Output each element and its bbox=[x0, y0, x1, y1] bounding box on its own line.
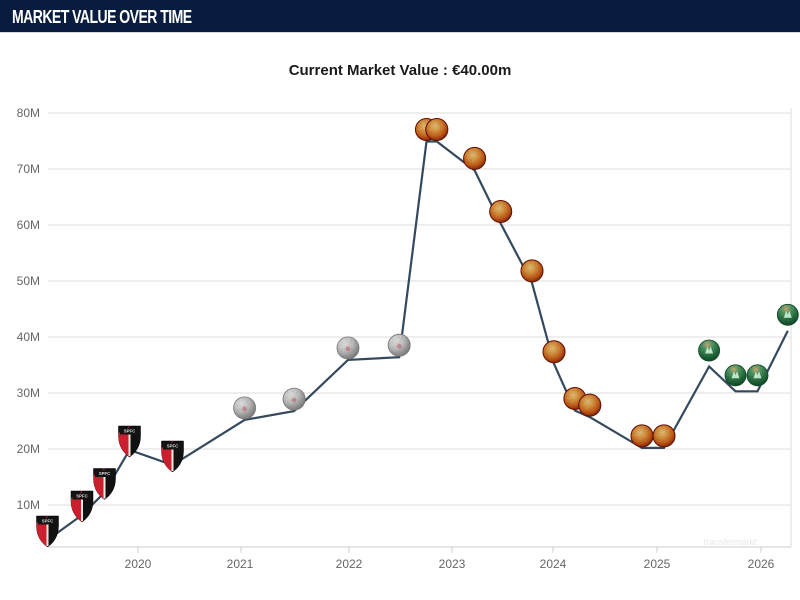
svg-text:transfermarkt: transfermarkt bbox=[703, 537, 757, 547]
